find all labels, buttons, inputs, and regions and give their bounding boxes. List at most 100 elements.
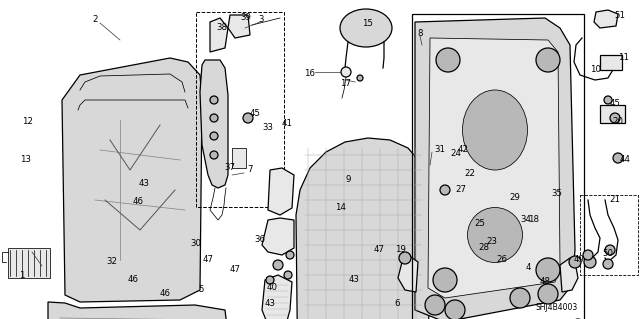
Text: 5: 5 [198,286,204,294]
Circle shape [425,295,445,315]
Text: 21: 21 [609,196,620,204]
Polygon shape [560,258,578,292]
Text: 19: 19 [395,246,406,255]
Polygon shape [262,218,294,255]
Circle shape [604,96,612,104]
Text: 8: 8 [417,29,422,39]
Text: 46: 46 [133,197,144,206]
Text: 30: 30 [190,240,201,249]
Text: 13: 13 [20,155,31,165]
Circle shape [210,151,218,159]
Text: 43: 43 [265,300,276,308]
Text: 12: 12 [22,117,33,127]
Circle shape [399,252,411,264]
Text: 7: 7 [247,166,253,174]
Polygon shape [62,58,202,302]
Polygon shape [415,18,575,319]
Circle shape [210,114,218,122]
Text: 37: 37 [224,162,235,172]
Text: 25: 25 [474,219,485,228]
Text: 28: 28 [478,243,489,253]
Polygon shape [200,60,228,188]
Text: 45: 45 [250,109,261,118]
Text: 47: 47 [230,265,241,275]
Polygon shape [594,10,618,28]
Text: 29: 29 [509,194,520,203]
Text: 42: 42 [458,145,469,154]
Text: 34: 34 [520,216,531,225]
Text: 16: 16 [304,70,315,78]
Text: 41: 41 [282,120,293,129]
Text: 49: 49 [574,256,585,264]
Text: 3: 3 [258,16,264,25]
Circle shape [536,258,560,282]
Text: 36: 36 [254,235,265,244]
Text: 51: 51 [614,11,625,20]
Text: 39: 39 [240,13,251,23]
Text: 9: 9 [346,175,351,184]
Text: 11: 11 [618,54,629,63]
Text: 18: 18 [528,216,539,225]
Circle shape [445,300,465,319]
Circle shape [603,259,613,269]
Bar [580,195,638,275]
Text: 48: 48 [540,278,551,286]
Circle shape [273,260,283,270]
Text: 46: 46 [128,276,139,285]
Text: 38: 38 [216,23,227,32]
Text: 40: 40 [267,283,278,292]
Circle shape [584,256,596,268]
Text: 10: 10 [590,65,601,75]
Text: 43: 43 [139,180,150,189]
Text: 35: 35 [551,189,562,198]
Circle shape [243,113,253,123]
Text: 33: 33 [262,122,273,131]
Text: 6: 6 [394,300,399,308]
Text: 1: 1 [19,271,25,279]
Text: 31: 31 [434,145,445,154]
Polygon shape [48,302,228,319]
Text: 14: 14 [335,203,346,211]
Polygon shape [262,275,292,319]
Polygon shape [428,38,560,298]
Text: SHJ4B4003: SHJ4B4003 [536,303,579,313]
Polygon shape [430,160,448,182]
Polygon shape [210,18,228,52]
Circle shape [613,153,623,163]
Bar [196,12,284,207]
Circle shape [536,48,560,72]
Text: 50: 50 [602,249,613,258]
Circle shape [284,271,292,279]
Circle shape [357,75,363,81]
Polygon shape [228,15,250,38]
Text: 47: 47 [203,256,214,264]
Text: 44: 44 [620,155,631,165]
Bar [600,55,622,70]
Circle shape [440,185,450,195]
Text: 15: 15 [362,19,373,28]
Circle shape [610,113,620,123]
Circle shape [341,67,351,77]
Circle shape [569,256,581,268]
Text: 27: 27 [455,186,466,195]
Polygon shape [398,255,418,292]
Polygon shape [268,168,294,215]
Circle shape [605,245,615,255]
Bar [600,105,625,123]
Text: 23: 23 [486,238,497,247]
Circle shape [286,251,294,259]
Text: 2: 2 [92,16,97,25]
Text: 17: 17 [340,79,351,88]
Circle shape [266,276,274,284]
Text: 20: 20 [612,117,623,127]
Circle shape [583,250,593,260]
Bar [8,248,50,278]
Ellipse shape [467,207,522,263]
Circle shape [433,268,457,292]
Text: 43: 43 [349,276,360,285]
Text: 24: 24 [450,150,461,159]
Text: 22: 22 [464,169,475,179]
Polygon shape [296,138,430,319]
Text: 26: 26 [496,256,507,264]
Circle shape [538,284,558,304]
